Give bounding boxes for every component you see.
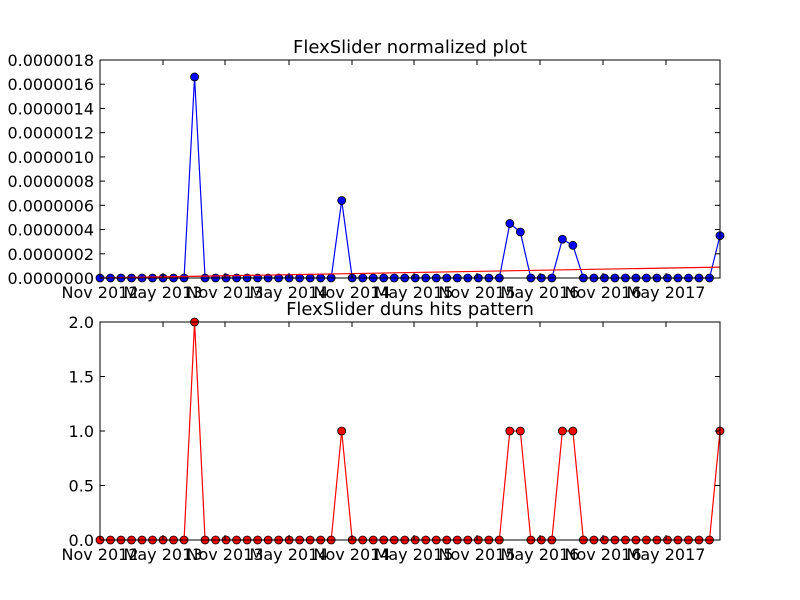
x-tick-label: Nov 2015 (438, 545, 515, 564)
x-tick-label: May 2016 (501, 283, 580, 302)
x-tick-label: Nov 2016 (564, 283, 641, 302)
chart-title: FlexSlider duns hits pattern (286, 299, 534, 320)
y-tick-label: 0.0000000 (7, 269, 94, 288)
y-tick-label: 0.0000010 (7, 148, 94, 167)
chart-title: FlexSlider normalized plot (293, 37, 527, 58)
data-point (337, 426, 347, 436)
data-point (568, 240, 578, 250)
plot-frame (99, 59, 721, 279)
data-point (557, 426, 567, 436)
x-tick-label: May 2014 (250, 545, 329, 564)
x-tick-label: Nov 2012 (61, 283, 138, 302)
x-tick-label: May 2013 (124, 545, 203, 564)
chart-panel-duns-hits: FlexSlider duns hits pattern 0.0 0.5 1.0 1.… (61, 299, 725, 564)
y-tick-label: 0.0000004 (7, 221, 94, 240)
x-tick-label: Nov 2015 (438, 283, 515, 302)
y-tick-label: 0.0 (69, 531, 94, 550)
x-tick-label: Nov 2014 (313, 283, 390, 302)
data-point (337, 196, 347, 205)
y-tick-label: 0.0000016 (7, 75, 94, 94)
y-axis: 0.0 0.5 1.0 1.5 2.0 (69, 313, 720, 550)
y-tick-label: 1.5 (69, 368, 94, 387)
x-tick-label: May 2013 (124, 283, 203, 302)
x-tick-label: Nov 2016 (564, 545, 641, 564)
data-point (568, 426, 578, 436)
x-tick-label: Nov 2012 (61, 545, 138, 564)
y-tick-label: 0.0000008 (7, 172, 94, 191)
data-point (557, 234, 567, 244)
y-tick-label: 1.0 (69, 422, 94, 441)
series-line (100, 76, 721, 279)
x-tick-label: May 2015 (375, 283, 454, 302)
plot-area (95, 72, 725, 283)
x-tick-label: May 2014 (250, 283, 329, 302)
y-tick-label: 0.0000012 (7, 124, 94, 143)
data-point (515, 426, 525, 436)
x-tick-label: Nov 2013 (186, 545, 263, 564)
y-tick-label: 0.0000014 (7, 99, 94, 118)
x-tick-label: May 2017 (627, 545, 706, 564)
data-point (505, 219, 515, 228)
y-tick-label: 0.0000002 (7, 245, 94, 264)
y-axis: 0.0000000 0.0000002 0.0000004 0.0000006 0.00… (7, 51, 720, 288)
x-tick-label: Nov 2013 (186, 283, 263, 302)
data-point (505, 426, 515, 436)
data-point (190, 72, 199, 82)
y-tick-label: 0.0000006 (7, 196, 94, 215)
y-tick-label: 0.5 (69, 477, 94, 496)
x-tick-label: May 2015 (375, 545, 454, 564)
chart-panel-normalized: FlexSlider normalized plot 0.00000000.00… (7, 37, 725, 302)
data-point (515, 227, 525, 237)
trend-line (99, 266, 721, 279)
y-tick-label: 2.0 (69, 313, 94, 332)
y-tick-label: 0.0000018 (7, 51, 94, 70)
series-line (100, 321, 721, 541)
plot-area (95, 317, 725, 545)
x-tick-label: May 2017 (627, 283, 706, 302)
x-tick-label: May 2016 (501, 545, 580, 564)
x-tick-label: Nov 2014 (313, 545, 390, 564)
